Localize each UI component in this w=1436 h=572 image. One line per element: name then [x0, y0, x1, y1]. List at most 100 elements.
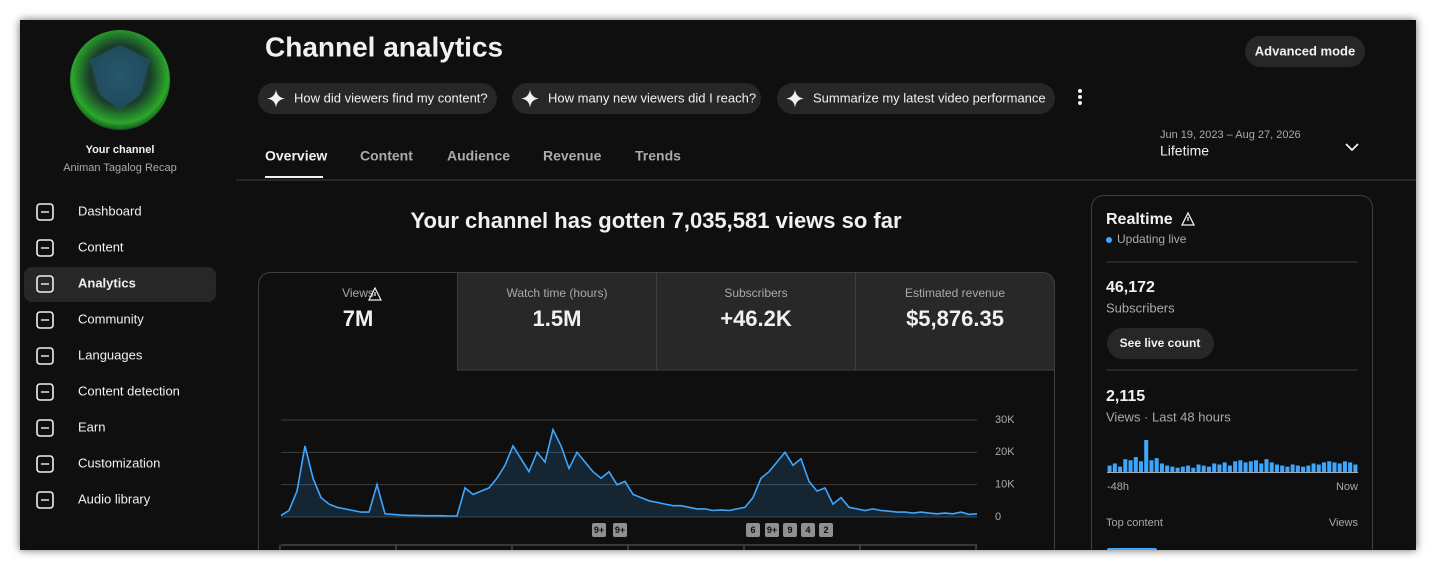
realtime-bar	[1175, 467, 1180, 472]
realtime-bar	[1201, 465, 1206, 472]
nav-icon	[36, 239, 54, 257]
bar-axis-label: -48h	[1107, 481, 1129, 493]
warning-icon	[368, 286, 382, 301]
tab[interactable]: Content	[360, 148, 413, 164]
event-badge[interactable]	[801, 523, 815, 537]
event-badge[interactable]	[746, 523, 760, 537]
period[interactable]: Lifetime	[1160, 143, 1209, 159]
realtime-bar	[1170, 466, 1175, 472]
period-dropdown[interactable]	[1345, 143, 1359, 152]
more-menu[interactable]	[1078, 89, 1082, 105]
event-badge-label: 9+	[767, 525, 777, 535]
nav-icon	[36, 347, 54, 365]
nav-icon	[36, 275, 54, 293]
realtime-bar	[1311, 463, 1316, 472]
realtime-bar	[1243, 462, 1248, 472]
tab[interactable]: Revenue	[543, 148, 602, 164]
event-badge-label: 4	[805, 525, 810, 535]
metric-value: +46.2K	[720, 306, 792, 331]
realtime-bar	[1154, 458, 1159, 472]
y-tick-label: 20K	[995, 446, 1015, 458]
metric-label: Watch time (hours)	[507, 286, 608, 300]
realtime-bar	[1342, 461, 1347, 472]
tab[interactable]: Trends	[635, 148, 681, 164]
nav-item[interactable]: Community	[78, 311, 144, 326]
sparkle-icon	[267, 89, 285, 108]
nav-item[interactable]: Audio library	[78, 491, 151, 506]
realtime-bar	[1321, 462, 1327, 472]
date-range: Jun 19, 2023 – Aug 27, 2026	[1160, 129, 1301, 141]
advanced-mode-button[interactable]	[1245, 36, 1365, 67]
realtime-bar	[1306, 465, 1311, 472]
event-badge[interactable]	[765, 523, 779, 537]
views-label: Views · Last 48 hours	[1106, 409, 1231, 424]
metric-value: 7M	[343, 306, 374, 331]
suggestion-chip[interactable]	[512, 83, 761, 114]
suggestion-chip[interactable]	[258, 83, 497, 114]
event-badge[interactable]	[819, 523, 833, 537]
event-badge-label: 2	[823, 525, 828, 535]
live-count-label: See live count	[1120, 336, 1201, 350]
realtime-card	[1091, 195, 1373, 550]
tab-underline	[265, 176, 323, 178]
nav-icon	[36, 491, 54, 509]
nav-item[interactable]: Languages	[78, 347, 143, 362]
event-badge[interactable]	[783, 523, 797, 537]
suggestion-label: How many new viewers did I reach?	[548, 90, 756, 105]
y-tick-label: 30K	[995, 414, 1015, 426]
realtime-bar	[1332, 462, 1337, 472]
nav-item[interactable]: Content detection	[78, 383, 180, 398]
nav-item[interactable]: Customization	[78, 455, 160, 470]
realtime-bar	[1285, 466, 1290, 472]
channel-label: Your channel	[86, 144, 155, 156]
realtime-bar	[1222, 462, 1227, 472]
realtime-bar	[1112, 463, 1117, 472]
views-count: 2,115	[1106, 388, 1145, 405]
analytics-screen: Your channel Animan Tagalog Recap Channe…	[24, 30, 1416, 550]
realtime-bar	[1206, 466, 1211, 472]
warning-icon	[1180, 211, 1196, 226]
nav-item[interactable]: Content	[78, 239, 124, 254]
metric-value: $5,876.35	[906, 306, 1004, 331]
suggestion-label: Summarize my latest video performance	[813, 90, 1046, 105]
realtime-bar	[1238, 460, 1243, 472]
metric-tab-bg[interactable]	[855, 272, 1055, 371]
sparkle-icon	[786, 89, 804, 108]
realtime-bar	[1264, 459, 1269, 472]
subscriber-count: 46,172	[1106, 279, 1155, 296]
tab[interactable]: Overview	[265, 148, 327, 164]
tab[interactable]: Audience	[447, 148, 510, 164]
nav-icon	[36, 419, 54, 437]
nav-item[interactable]: Dashboard	[78, 203, 142, 218]
realtime-bar	[1280, 465, 1285, 472]
event-badge-label: 9+	[615, 525, 625, 535]
realtime-bar	[1149, 460, 1154, 472]
top-content-metric: Views	[1329, 517, 1359, 529]
realtime-bar	[1274, 464, 1279, 472]
metric-label: Views	[342, 286, 374, 300]
top-content-label: Top content	[1106, 517, 1163, 529]
realtime-bar	[1118, 466, 1123, 472]
realtime-bar	[1133, 457, 1138, 472]
realtime-bar	[1227, 465, 1232, 472]
nav-item[interactable]: Earn	[78, 419, 105, 434]
event-badge-label: 9+	[594, 525, 604, 535]
realtime-bar	[1353, 464, 1358, 472]
y-tick-label: 10K	[995, 479, 1015, 491]
realtime-title: Realtime	[1106, 211, 1173, 228]
realtime-bar	[1128, 460, 1133, 472]
realtime-bar	[1191, 467, 1196, 472]
live-dot	[1106, 237, 1112, 243]
y-tick-label: 0	[995, 511, 1001, 523]
realtime-bar	[1233, 461, 1238, 472]
realtime-bar	[1337, 463, 1342, 472]
realtime-bar	[1123, 459, 1128, 472]
live-count-button[interactable]	[1107, 328, 1214, 359]
suggestion-chip[interactable]	[777, 83, 1055, 114]
sparkle-icon	[521, 89, 539, 108]
realtime-bar	[1327, 461, 1332, 472]
realtime-bar	[1138, 461, 1144, 472]
nav-item[interactable]: Analytics	[78, 275, 136, 290]
event-badge[interactable]	[592, 523, 606, 537]
event-badge[interactable]	[613, 523, 627, 537]
